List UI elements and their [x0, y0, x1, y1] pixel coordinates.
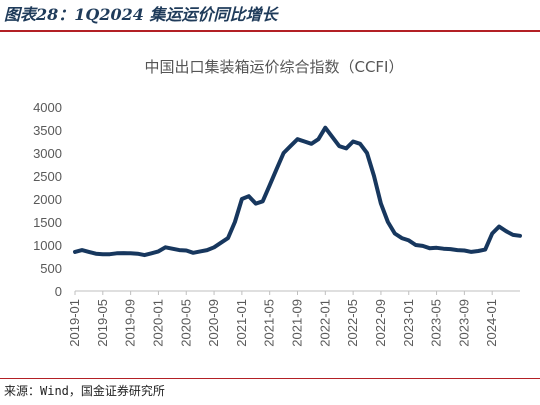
x-tick-label: 2022-05: [345, 299, 360, 347]
ccfi-series-line: [73, 125, 522, 258]
y-tick-label: 2000: [33, 192, 62, 207]
x-tick-label: 2022-09: [373, 299, 388, 347]
source-note: 来源：Wind，国金证券研究所: [4, 384, 165, 398]
y-tick-label: 3000: [33, 146, 62, 161]
y-tick-label: 3500: [33, 123, 62, 138]
x-tick-label: 2019-01: [67, 299, 82, 347]
x-tick-label: 2021-01: [234, 299, 249, 347]
x-tick-label: 2021-05: [262, 299, 277, 347]
figure-caption: 图表28：1Q2024 集运运价同比增长: [4, 5, 278, 24]
x-tick-label: 2019-05: [95, 299, 110, 347]
footer-divider: [0, 378, 540, 379]
y-axis: 0 500 1000 1500 2000 2500 3000 3500 4000: [33, 100, 62, 299]
chart-title: 中国出口集装箱运价综合指数（CCFI）: [144, 58, 403, 76]
x-tick-label: 2023-01: [401, 299, 416, 347]
x-tick-label: 2020-09: [206, 299, 221, 347]
x-tick-label: 2021-09: [290, 299, 305, 347]
y-tick-label: 4000: [33, 100, 62, 115]
ccfi-line-chart: 中国出口集装箱运价综合指数（CCFI） 0 500 1000 1500 2000 2500…: [33, 58, 522, 347]
x-tick-label: 2022-01: [317, 299, 332, 347]
y-tick-label: 1500: [33, 215, 62, 230]
caption-divider: [0, 30, 540, 32]
x-axis: 2019-01 2019-05 2019-09 2020-01 2020-05 2020-…: [67, 291, 499, 347]
y-tick-label: 0: [55, 284, 62, 299]
x-tick-label: 2020-05: [178, 299, 193, 347]
x-tick-label: 2020-01: [150, 299, 165, 347]
x-tick-label: 2023-05: [429, 299, 444, 347]
x-tick-label: 2023-09: [456, 299, 471, 347]
x-tick-label: 2019-09: [123, 299, 138, 347]
x-tick-label: 2024-01: [484, 299, 499, 347]
y-tick-label: 500: [40, 261, 62, 276]
y-tick-label: 1000: [33, 238, 62, 253]
y-tick-label: 2500: [33, 169, 62, 184]
